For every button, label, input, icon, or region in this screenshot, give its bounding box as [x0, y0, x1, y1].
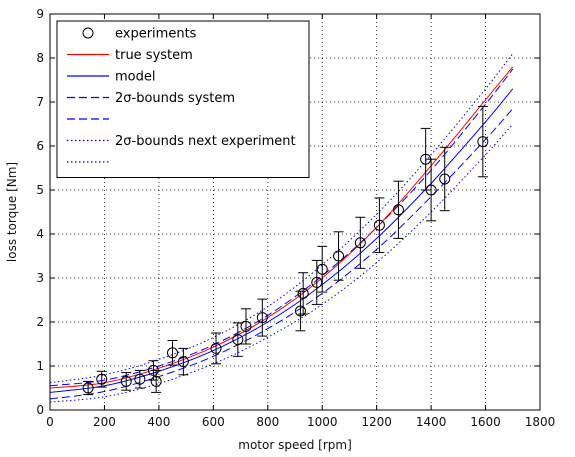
experiment-marker: [316, 263, 328, 275]
x-tick-label: 400: [147, 415, 170, 429]
experiment-marker: [134, 373, 146, 385]
experiment-marker: [232, 334, 244, 346]
experiment-marker: [425, 184, 437, 196]
legend-label: experiments: [115, 27, 197, 42]
y-tick-label: 3: [36, 271, 44, 285]
y-axis-label: loss torque [Nm]: [5, 162, 19, 262]
y-tick-label: 4: [36, 227, 44, 241]
legend-label: 2σ-bounds next experiment: [115, 134, 296, 149]
x-tick-label: 1000: [307, 415, 338, 429]
experiment-marker: [150, 375, 162, 387]
y-tick-label: 5: [36, 183, 44, 197]
x-tick-label: 1400: [416, 415, 447, 429]
legend-label: model: [115, 70, 155, 85]
x-tick-label: 800: [256, 415, 279, 429]
experiment-marker: [210, 342, 222, 354]
bound-next-upper-line: [50, 53, 514, 384]
experiment-marker: [373, 219, 385, 231]
experiment-marker: [297, 287, 309, 299]
experiment-marker: [392, 204, 404, 216]
experiment-marker: [177, 356, 189, 368]
experiment-marker: [256, 312, 268, 324]
y-tick-label: 1: [36, 359, 44, 373]
legend-label: true system: [115, 48, 193, 63]
x-tick-label: 1800: [525, 415, 556, 429]
y-tick-label: 7: [36, 95, 44, 109]
y-tick-label: 6: [36, 139, 44, 153]
bound-system-lower-line: [50, 108, 514, 400]
y-tick-label: 0: [36, 403, 44, 417]
y-tick-label: 9: [36, 7, 44, 21]
bound-next-lower-line: [50, 123, 514, 403]
experiment-marker: [354, 237, 366, 249]
experiment-marker: [120, 375, 132, 387]
x-tick-label: 1600: [470, 415, 501, 429]
bound-system-upper-line: [50, 68, 514, 387]
ticks-group: 0 200 400 600 800 1000 1200 1400 1600 1800 0 1 2 3 4 5 6…: [36, 7, 555, 429]
y-tick-label: 2: [36, 315, 44, 329]
plot-frame: [49, 13, 541, 411]
x-tick-label: 200: [93, 415, 116, 429]
x-tick-label: 1200: [361, 415, 392, 429]
x-tick-label: 0: [46, 415, 54, 429]
experiment-marker: [439, 173, 451, 185]
experiment-marker: [294, 305, 306, 317]
legend-box: [56, 20, 310, 178]
experiment-marker: [240, 320, 252, 332]
legend: experiments true system model 2σ-bounds sys…: [56, 20, 310, 178]
experiment-marker: [333, 250, 345, 262]
y-tick-label: 8: [36, 51, 44, 65]
experiment-marker: [96, 373, 108, 385]
experiment-marker: [82, 382, 94, 394]
experiments-group: [82, 105, 489, 396]
experiment-marker: [167, 347, 178, 359]
series-group: [50, 53, 514, 403]
x-axis-label: motor speed [rpm]: [238, 438, 352, 452]
experiment-marker: [477, 136, 489, 148]
legend-label: 2σ-bounds system: [115, 91, 235, 106]
x-tick-label: 600: [202, 415, 225, 429]
legend-swatch-experiments: [82, 27, 94, 39]
